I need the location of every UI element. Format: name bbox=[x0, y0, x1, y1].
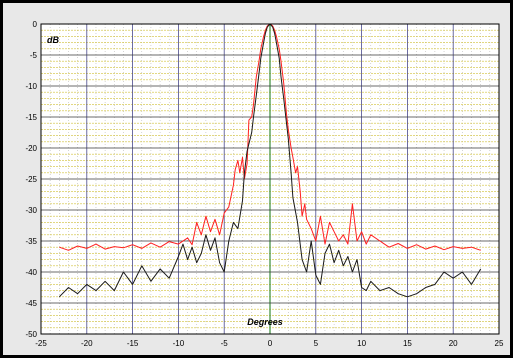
x-tick-label: -25 bbox=[35, 339, 47, 348]
x-tick-label: 15 bbox=[403, 339, 412, 348]
y-axis-label: dB bbox=[47, 35, 59, 45]
tick-labels: -25 -20 -15 -10 -5 0 5 10 15 20 250-5-10-15-20-25-… bbox=[25, 20, 504, 348]
series-line-2 bbox=[58, 23, 482, 298]
y-tick-label: -15 bbox=[25, 113, 37, 122]
chart-svg: -25 -20 -15 -10 -5 0 5 10 15 20 250-5-10-15-20-25-… bbox=[25, 20, 504, 348]
y-tick-label: -30 bbox=[25, 206, 37, 215]
grid bbox=[40, 23, 500, 335]
x-tick-label: 5 bbox=[314, 339, 319, 348]
x-tick-label: 10 bbox=[357, 339, 366, 348]
x-tick-label: -15 bbox=[127, 339, 139, 348]
y-tick-label: -40 bbox=[25, 268, 37, 277]
y-tick-label: -25 bbox=[25, 175, 37, 184]
y-tick-label: -10 bbox=[25, 82, 37, 91]
series-line-1 bbox=[59, 23, 481, 251]
y-tick-label: -5 bbox=[30, 51, 38, 60]
series bbox=[58, 23, 482, 298]
y-tick-label: -20 bbox=[25, 144, 37, 153]
y-tick-label: 0 bbox=[33, 20, 38, 29]
y-tick-label: -35 bbox=[25, 237, 37, 246]
x-tick-label: 25 bbox=[495, 339, 504, 348]
x-tick-label: 20 bbox=[449, 339, 458, 348]
x-tick-label: -10 bbox=[173, 339, 185, 348]
x-tick-label: 0 bbox=[268, 339, 273, 348]
y-tick-label: -45 bbox=[25, 299, 37, 308]
plot-border bbox=[40, 23, 500, 335]
x-tick-label: -20 bbox=[81, 339, 93, 348]
x-axis-label: Degrees bbox=[247, 317, 283, 327]
x-tick-label: -5 bbox=[221, 339, 229, 348]
y-tick-label: -50 bbox=[25, 330, 37, 339]
